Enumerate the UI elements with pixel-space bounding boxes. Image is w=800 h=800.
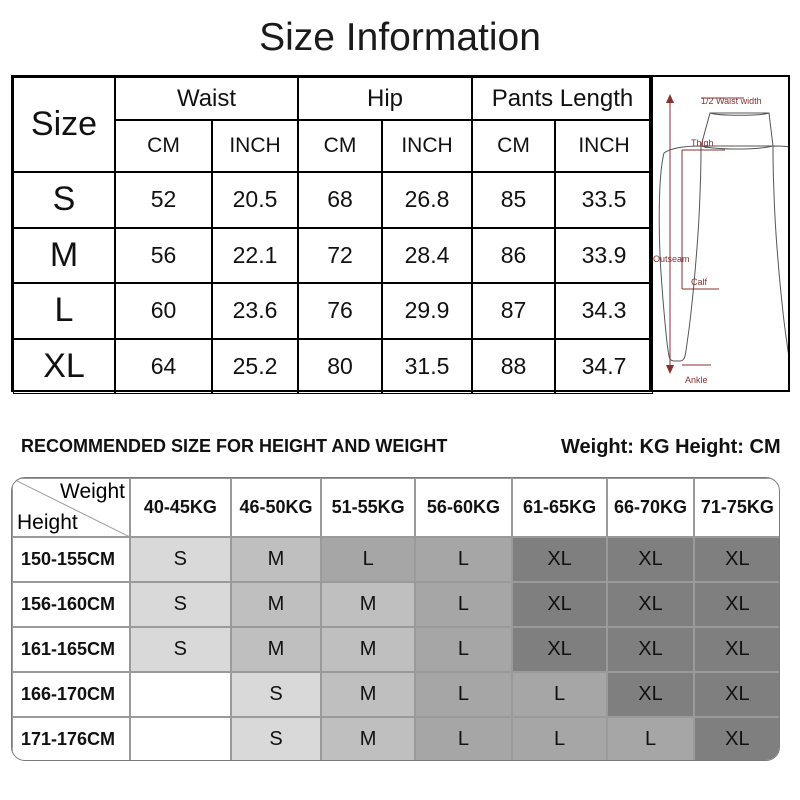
svg-text:Thigh: Thigh xyxy=(691,138,714,148)
svg-text:Calf: Calf xyxy=(691,277,708,287)
svg-text:Outseam: Outseam xyxy=(653,254,690,264)
svg-text:Ankle: Ankle xyxy=(685,375,708,385)
svg-text:1/2 Waist width: 1/2 Waist width xyxy=(701,96,762,106)
